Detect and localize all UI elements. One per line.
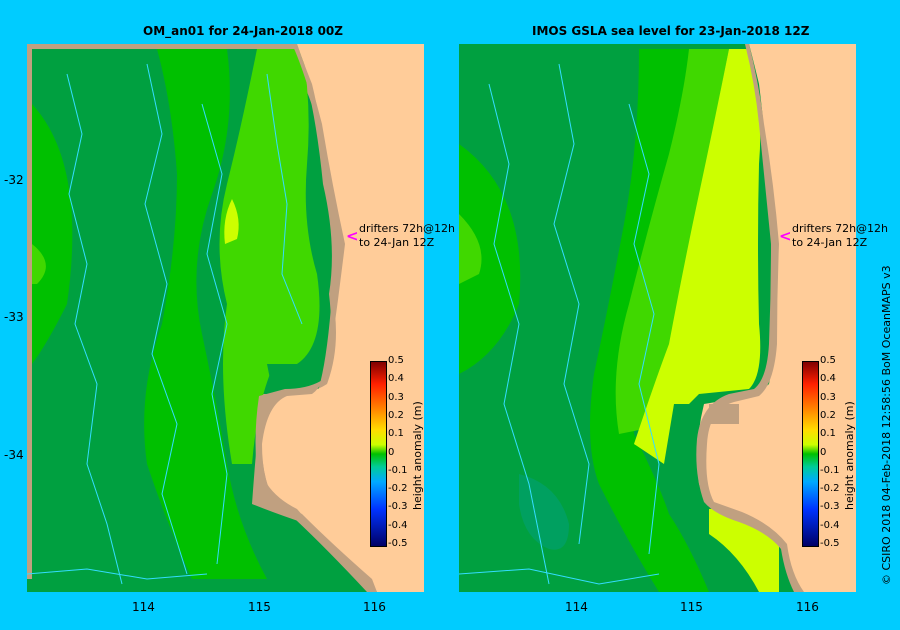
drifter-track: [488, 83, 550, 585]
ocean-band-central: [590, 49, 709, 592]
drifter-note-line: drifters 72h@12h: [792, 222, 889, 235]
colorbar-label: height anomaly (m): [843, 401, 856, 510]
drifter-track: [27, 568, 208, 580]
credit-text: © CSIRO 2018 04-Feb-2018 12:58:56 BoM Oc…: [880, 265, 893, 585]
colorbar-tick-label: 0.4: [388, 373, 404, 385]
colorbar-tick-label: 0.3: [820, 391, 836, 403]
drifter-note: drifters 72h@12h to 24-Jan 12Z: [792, 222, 888, 250]
longitude-label: 116: [796, 600, 819, 614]
shelf-notch: [709, 404, 739, 424]
ocean-band-shelf: [615, 49, 729, 434]
longitude-label: 115: [248, 600, 271, 614]
ocean-band-shelf-light: [219, 49, 320, 464]
colorbar-tick-label: 0: [388, 446, 395, 458]
colorbar: [370, 361, 387, 547]
colorbar-tick-label: 0.5: [820, 355, 836, 366]
colorbar-tick-label: 0.2: [388, 409, 404, 421]
colorbar-tick-label: -0.1: [388, 464, 408, 476]
drifter-track: [628, 103, 660, 555]
colorbar-tick-label: -0.4: [388, 519, 408, 531]
drifter-track: [66, 73, 123, 585]
colorbar-tick-label: -0.4: [820, 519, 840, 531]
colorbar: [802, 361, 819, 547]
anomaly-high-spot: [224, 199, 239, 244]
ocean-band-west-light: [32, 244, 46, 284]
longitude-label: 114: [565, 600, 588, 614]
colorbar-label: height anomaly (m): [411, 401, 424, 510]
drifter-note-line: drifters 72h@12h: [359, 222, 456, 235]
right-map-field: [459, 44, 856, 592]
colorbar-tick-label: -0.2: [820, 483, 840, 495]
ocean-band-west-light: [459, 214, 482, 284]
colorbar-tick-label: 0.5: [388, 355, 404, 366]
colorbar-tick-label: -0.5: [388, 538, 408, 549]
drifter-track: [553, 63, 590, 545]
colorbar-tick-label: -0.2: [388, 483, 408, 495]
latitude-label: -32: [4, 173, 24, 187]
drifter-note-line: to 24-Jan 12Z: [792, 236, 868, 249]
latitude-label: -34: [4, 448, 24, 462]
drifter-track: [144, 63, 188, 575]
colorbar-tick-label: 0.1: [388, 428, 404, 440]
drifter-arrow-icon: <: [346, 227, 359, 245]
ocean-south-strip: [27, 579, 424, 592]
anomaly-high-shelf: [634, 49, 761, 464]
colorbar-tick-label: -0.3: [820, 501, 840, 513]
ocean-band-west: [459, 144, 521, 374]
colorbar-tick-label: 0.2: [820, 409, 836, 421]
drifter-track: [459, 568, 660, 585]
drifter-note-line: to 24-Jan 12Z: [359, 236, 435, 249]
ocean-band-central: [144, 49, 267, 579]
colorbar-tick-label: -0.1: [820, 464, 840, 476]
colorbar-tick-label: -0.3: [388, 501, 408, 513]
colorbar-tick-label: 0.3: [388, 391, 404, 403]
ocean-eddy-south: [519, 474, 569, 550]
drifter-note: drifters 72h@12h to 24-Jan 12Z: [359, 222, 455, 250]
colorbar-tick-label: 0.4: [820, 373, 836, 385]
drifter-track: [266, 73, 303, 325]
colorbar-tick-label: -0.5: [820, 538, 840, 549]
longitude-label: 115: [680, 600, 703, 614]
ocean-pocket-shelf: [267, 364, 317, 389]
longitude-label: 116: [363, 600, 386, 614]
latitude-label: -33: [4, 310, 24, 324]
longitude-label: 114: [132, 600, 155, 614]
colorbar-tick-label: 0.1: [820, 428, 836, 440]
colorbar-tick-label: 0: [820, 446, 827, 458]
drifter-track: [201, 103, 228, 565]
left-map-title: OM_an01 for 24-Jan-2018 00Z: [143, 24, 343, 38]
ocean-band-west: [32, 104, 73, 364]
drifter-arrow-icon: <: [779, 227, 792, 245]
left-map-panel: [27, 44, 424, 592]
left-map-field: [27, 44, 424, 592]
right-map-title: IMOS GSLA sea level for 23-Jan-2018 12Z: [532, 24, 810, 38]
right-map-panel: [459, 44, 856, 592]
